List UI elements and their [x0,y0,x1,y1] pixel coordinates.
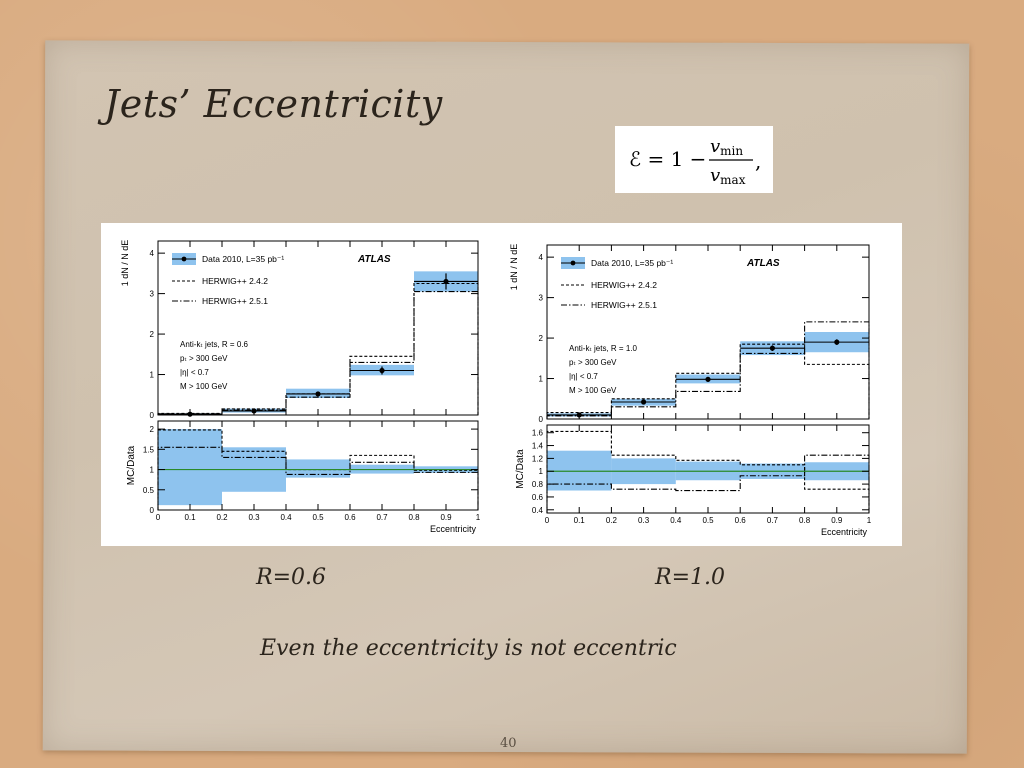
herwig-251-histogram [546,321,870,419]
x-tick-label: 0.7 [767,516,779,525]
y-tick-label: 1.6 [532,429,544,438]
y-tick-label: 0.5 [143,486,155,495]
y-tick-label: 1 [150,371,155,380]
x-tick-label: 0.9 [831,516,843,525]
x-tick-label: 0.8 [408,513,420,522]
y-axis-label-main: 1 dN / N dE [509,244,519,291]
formula-denominator: vmax [710,165,746,187]
legend-herwig-251-label: HERWIG++ 2.5.1 [591,300,657,310]
formula-comma: , [755,149,761,173]
data-point [379,367,385,374]
y-tick-label: 2 [150,425,155,434]
x-tick-label: 0.1 [574,516,586,525]
x-tick-label: 0 [156,513,161,522]
x-tick-label: 0.4 [280,513,292,522]
y-axis-label-main: 1 dN / N dE [120,240,130,287]
plot-annotation: pₜ > 300 GeV [180,354,228,363]
plot-annotation: Anti-kₜ jets, R = 0.6 [180,340,248,349]
herwig-251-histogram [157,446,479,510]
data-point [705,376,711,382]
plot-annotation: |η| < 0.7 [569,372,598,381]
x-tick-label: 1 [476,513,481,522]
atlas-label: ATLAS [746,258,780,269]
y-axis-label-ratio: MC/Data [126,445,137,485]
y-tick-label: 0 [150,411,155,420]
y-tick-label: 1.5 [143,445,155,454]
plot-annotation: M > 100 GeV [569,386,617,395]
y-tick-label: 0 [150,506,155,515]
x-tick-label: 0.6 [735,516,747,525]
herwig-251-histogram [546,454,870,513]
x-tick-label: 0.2 [606,516,618,525]
y-tick-label: 1.2 [532,454,544,463]
y-tick-label: 0.6 [532,493,544,502]
atlas-label: ATLAS [357,254,391,265]
x-tick-label: 0.5 [312,513,324,522]
y-axis-label-ratio: MC/Data [515,449,526,489]
legend-herwig-242-label: HERWIG++ 2.4.2 [591,280,657,290]
x-tick-label: 0.5 [702,516,714,525]
herwig-242-histogram [546,430,870,513]
atlas-plots: 0 1 2 3 4 0 0.5 1 1.5 2 0 0.1 0.2 0.3 0.4 0.5 0.6 0.7 0.8 0… [120,240,872,537]
plot-annotation: pₜ > 300 GeV [569,358,617,367]
y-tick-label: 1 [539,467,544,476]
eccentricity-formula: ℰ = 1 − vmin vmax , [615,126,773,193]
legend-data-label: Data 2010, L=35 pb⁻¹ [591,258,673,268]
formula-lhs: ℰ = 1 − [629,147,706,171]
y-tick-label: 2 [150,330,155,339]
y-tick-label: 1 [539,375,544,384]
plot-annotation: |η| < 0.7 [180,368,209,377]
data-point [315,391,321,397]
herwig-242-histogram [157,429,479,510]
uncertainty-band-bin [158,429,222,506]
page-number: 40 [500,736,517,751]
legend-herwig-251-label: HERWIG++ 2.5.1 [202,296,268,306]
x-axis-label: Eccentricity [821,527,868,537]
x-tick-label: 0.8 [799,516,811,525]
data-point [443,278,449,285]
slide-title: Jets’ Eccentricity [104,82,443,126]
y-tick-label: 3 [539,294,544,303]
slide-subtitle: Even the eccentricity is not eccentric [260,636,677,661]
y-tick-label: 4 [150,249,155,258]
legend-data-marker [570,260,576,266]
y-tick-label: 0.8 [532,480,544,489]
plot-annotation: M > 100 GeV [180,382,228,391]
data-point [834,339,840,345]
data-point [641,399,647,405]
legend-herwig-242-label: HERWIG++ 2.4.2 [202,276,268,286]
y-tick-label: 1 [150,466,155,475]
y-tick-label: 4 [539,253,544,262]
y-tick-label: 0 [539,415,544,424]
plot-annotation: Anti-kₜ jets, R = 1.0 [569,344,637,353]
atlas-figure: 0 1 2 3 4 0 0.5 1 1.5 2 0 0.1 0.2 0.3 0.4 0.5 0.6 0.7 0.8 0… [101,223,902,546]
x-tick-label: 0.3 [638,516,650,525]
herwig-242-histogram [546,343,870,419]
y-tick-label: 3 [150,290,155,299]
x-axis-label: Eccentricity [430,524,477,534]
x-tick-label: 0.7 [376,513,388,522]
y-tick-label: 1.4 [532,442,544,451]
x-tick-label: 0.1 [184,513,196,522]
data-point [769,345,776,351]
formula-numerator: vmin [710,136,743,158]
x-tick-label: 0.9 [440,513,452,522]
y-tick-label: 0.4 [532,506,544,515]
y-tick-label: 2 [539,334,544,343]
uncertainty-band-bin [286,459,350,478]
caption-left: R=0.6 [256,565,326,590]
legend-data-label: Data 2010, L=35 pb⁻¹ [202,254,284,264]
x-tick-label: 0 [545,516,550,525]
x-tick-label: 0.3 [248,513,260,522]
x-tick-label: 0.2 [216,513,228,522]
x-tick-label: 0.4 [670,516,682,525]
x-tick-label: 0.6 [344,513,356,522]
caption-right: R=1.0 [655,565,725,590]
legend-data-marker [181,256,187,262]
x-tick-label: 1 [867,516,872,525]
